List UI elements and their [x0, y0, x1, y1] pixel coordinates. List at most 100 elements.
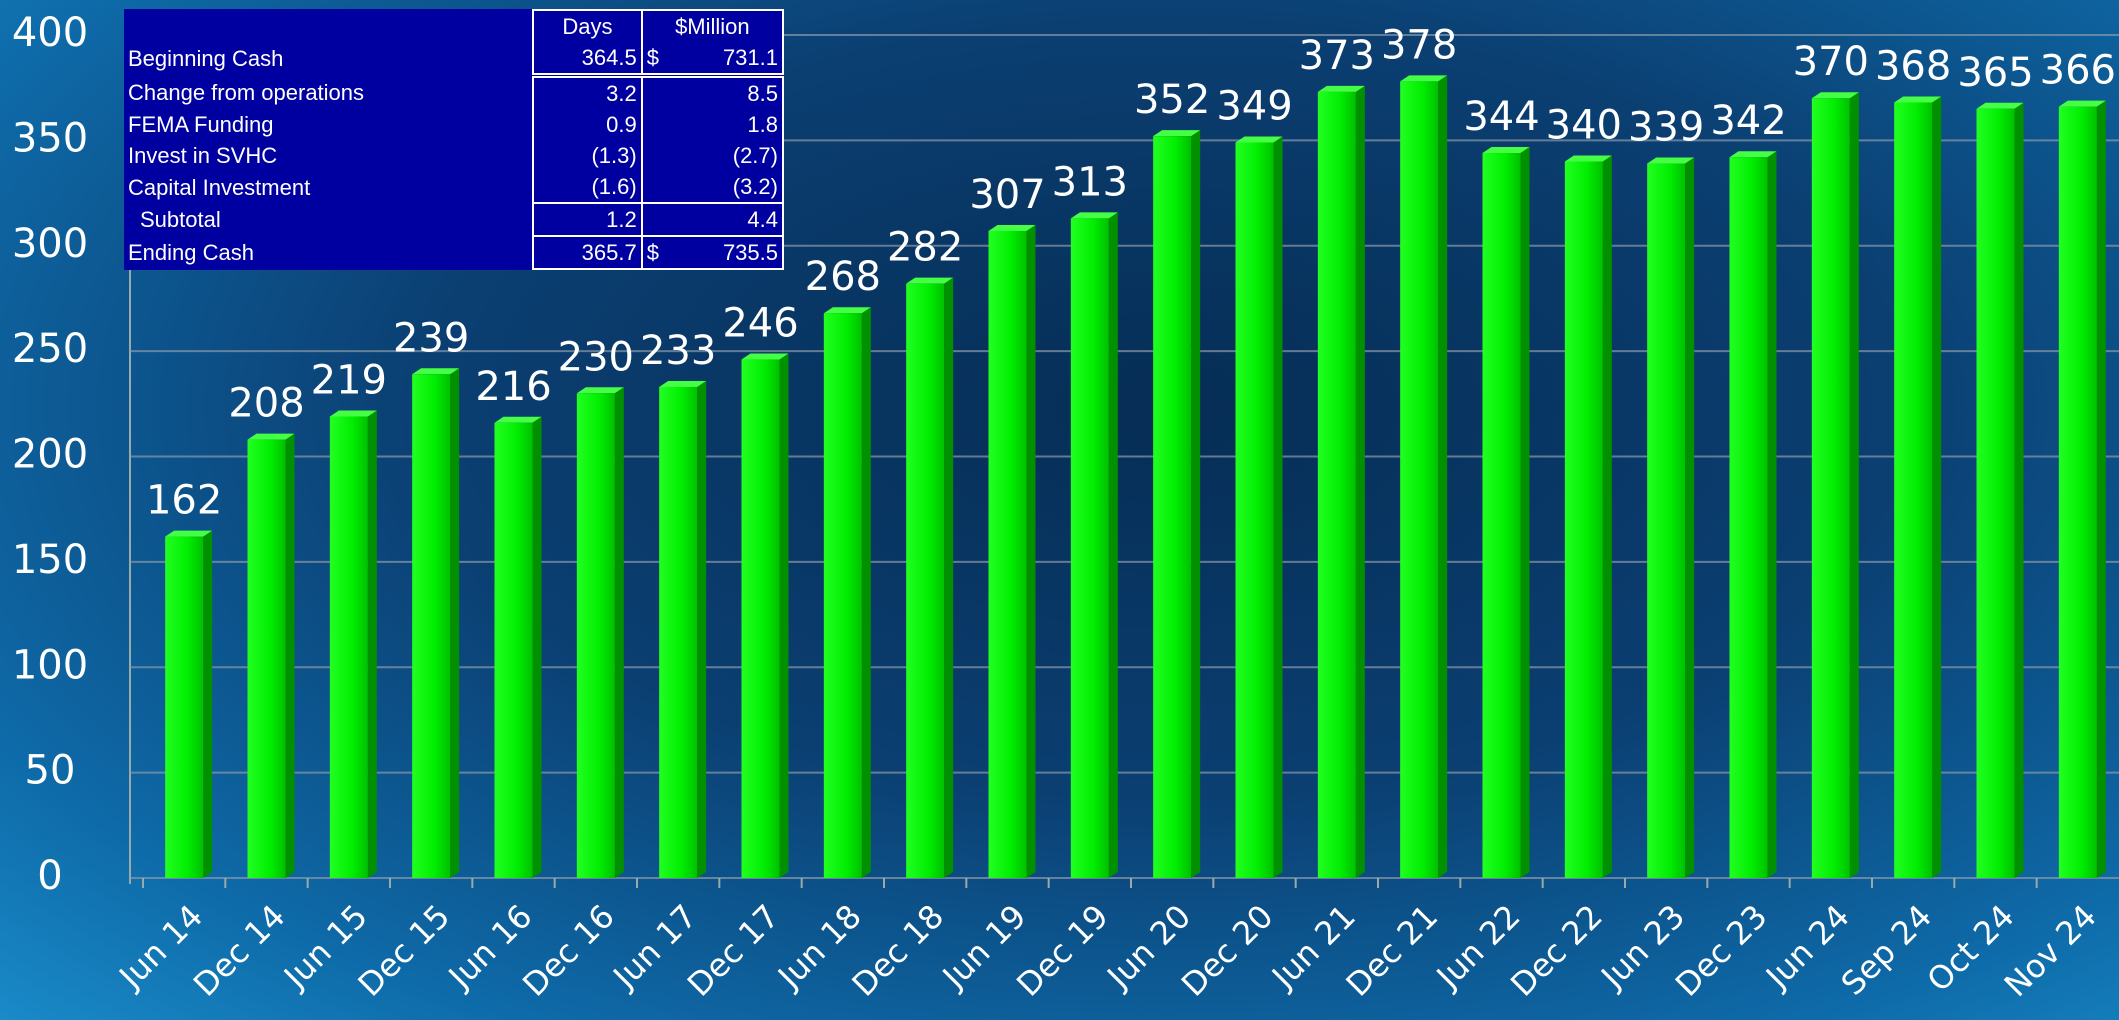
bar	[1729, 157, 1768, 879]
bar	[1153, 136, 1192, 878]
bar	[906, 283, 945, 878]
bar-side	[697, 380, 707, 878]
y-tick-label: 350	[12, 115, 88, 161]
bar-top	[823, 307, 871, 314]
y-tick-label: 100	[12, 642, 88, 688]
cell-value: 735.5	[722, 240, 778, 265]
y-tick-label: 0	[37, 853, 62, 899]
bar-side	[614, 387, 624, 878]
bar-top	[1894, 96, 1942, 103]
bar-side	[1932, 96, 1942, 878]
y-tick-label: 200	[12, 432, 88, 478]
value-label: 239	[393, 315, 469, 361]
bar	[1482, 153, 1521, 878]
x-tick-label: Dec 21	[1339, 897, 1446, 1004]
bar	[576, 393, 615, 878]
bar-side	[2014, 102, 2024, 878]
bar	[823, 313, 862, 878]
x-tick-label: Dec 15	[351, 897, 458, 1004]
cell: 364.5	[532, 42, 643, 78]
value-label: 230	[558, 334, 634, 380]
cell: $735.5	[640, 235, 785, 270]
value-label: 282	[887, 225, 963, 271]
bar	[1070, 218, 1109, 879]
summary-table: Days $Million Beginning Cash 364.5 $731.1 C…	[124, 9, 785, 270]
bar-side	[367, 410, 377, 878]
bar-top	[1811, 92, 1859, 99]
bar-top	[1400, 75, 1448, 82]
cell-value: 731.1	[722, 45, 778, 70]
bar-top	[1153, 130, 1201, 137]
x-tick-label: Dec 16	[515, 897, 622, 1004]
value-label: 219	[311, 357, 387, 403]
x-tick-label: Dec 19	[1009, 897, 1116, 1004]
bar-top	[1564, 155, 1612, 162]
x-tick-label: Sep 24	[1834, 897, 1940, 1003]
bar	[1811, 98, 1850, 879]
bar-top	[247, 433, 295, 440]
bar	[412, 374, 451, 878]
value-label: 268	[805, 254, 881, 300]
bar-side	[1355, 85, 1365, 879]
x-tick-label: Dec 20	[1174, 897, 1281, 1004]
bar	[1235, 142, 1274, 879]
bar-side	[532, 416, 542, 878]
bar-side	[450, 368, 460, 878]
cell: 8.5	[640, 75, 785, 109]
value-label: 373	[1299, 33, 1375, 79]
bar-top	[1976, 102, 2024, 109]
value-label: 366	[2040, 48, 2116, 94]
bar-side	[1273, 136, 1283, 879]
value-label: 246	[722, 301, 798, 347]
bar-side	[1026, 224, 1036, 878]
cell: 3.2	[532, 75, 643, 109]
bar-side	[203, 530, 213, 878]
bar	[1564, 161, 1603, 878]
bar	[1317, 91, 1356, 879]
y-tick-label: 300	[12, 221, 88, 267]
bar-side	[1191, 130, 1201, 878]
bar	[1976, 108, 2015, 878]
cell: 0.9	[532, 109, 643, 140]
bar-top	[1729, 151, 1777, 158]
x-tick-label: Dec 23	[1668, 897, 1775, 1004]
cell: (1.6)	[532, 171, 643, 203]
bar-top	[165, 530, 213, 537]
bar-top	[1235, 136, 1283, 143]
bar-top	[329, 410, 377, 417]
value-label: 340	[1546, 102, 1622, 148]
header: Days	[532, 9, 643, 42]
bar-side	[1438, 75, 1448, 879]
x-tick-label: Nov 24	[1997, 897, 2104, 1004]
y-tick-label: 400	[12, 10, 88, 56]
currency: $	[646, 240, 659, 265]
row-label: Beginning Cash	[128, 46, 284, 72]
bar-top	[412, 368, 460, 375]
bar-top	[494, 416, 542, 423]
bar-side	[1602, 155, 1612, 878]
row-label: FEMA Funding	[128, 112, 274, 137]
value-label: 216	[475, 364, 551, 410]
bar	[1894, 102, 1933, 878]
bar-top	[906, 277, 954, 284]
bar	[988, 230, 1027, 878]
value-label: 162	[146, 478, 222, 524]
bar-side	[944, 277, 954, 878]
bar-side	[1849, 92, 1859, 879]
cell: (1.3)	[532, 140, 643, 171]
header: $Million	[640, 9, 785, 42]
bar-side	[1767, 151, 1777, 879]
bar-top	[1482, 147, 1530, 154]
bar-side	[779, 353, 789, 878]
bar-top	[659, 380, 707, 387]
cell: (3.2)	[640, 171, 785, 203]
bar-top	[576, 387, 624, 394]
bar-top	[741, 353, 789, 360]
bar	[1400, 81, 1439, 879]
bar-side	[861, 307, 871, 878]
value-label: 368	[1875, 43, 1951, 89]
cell: 1.2	[532, 202, 643, 236]
bar	[165, 536, 204, 878]
value-label: 344	[1463, 94, 1539, 140]
